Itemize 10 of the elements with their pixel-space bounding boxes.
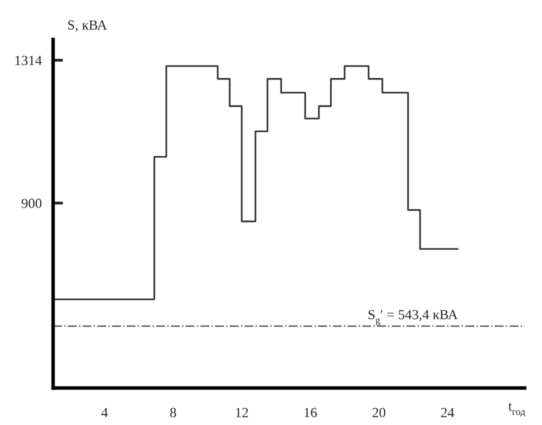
x-tick-label: 24 [441, 408, 454, 418]
x-tick-label: 20 [372, 408, 386, 418]
y-tick-label: 900 [22, 198, 42, 208]
y-axis-title: S, кВА [68, 20, 108, 32]
x-tick-label: 12 [236, 408, 248, 418]
x-tick-label: 8 [170, 408, 176, 418]
x-axis-title: tгод [508, 402, 526, 417]
x-tick-label: 16 [304, 408, 317, 418]
x-tick-label: 4 [101, 408, 108, 418]
y-tick-label: 1314 [15, 56, 42, 66]
